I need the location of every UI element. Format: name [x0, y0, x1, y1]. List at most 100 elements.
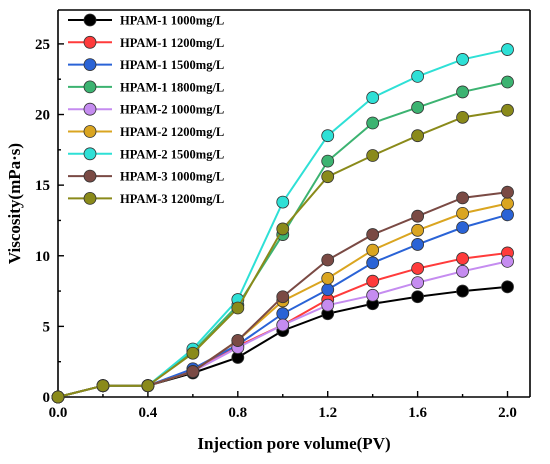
data-point: [321, 298, 335, 312]
legend-marker: [83, 80, 97, 94]
data-point: [366, 228, 380, 241]
data-point: [96, 379, 110, 393]
data-point: [321, 129, 335, 143]
data-point: [321, 283, 335, 297]
data-point: [456, 252, 469, 265]
data-point: [321, 253, 335, 267]
data-point: [501, 208, 514, 222]
data-point: [276, 318, 290, 332]
legend-marker: [83, 125, 97, 138]
series-4: [51, 255, 514, 404]
data-point: [501, 280, 514, 294]
legend-label: HPAM-2 1500mg/L: [120, 147, 224, 161]
y-tick-label: 10: [35, 249, 50, 265]
legend-item: HPAM-1 1000mg/L: [68, 14, 224, 28]
data-point: [501, 103, 514, 117]
data-point: [411, 238, 425, 251]
y-axis-title: Viscosity(mPa·s): [5, 143, 24, 264]
legend-marker: [83, 169, 97, 183]
legend-item: HPAM-2 1500mg/L: [68, 147, 224, 161]
legend-marker: [83, 35, 97, 49]
data-point: [366, 91, 380, 104]
data-point: [276, 307, 290, 321]
x-tick-label: 0.8: [228, 405, 247, 421]
x-tick-label: 1.6: [408, 405, 427, 421]
legend-item: HPAM-2 1200mg/L: [68, 125, 224, 139]
legend-item: HPAM-1 1500mg/L: [68, 58, 224, 72]
data-point: [366, 243, 380, 257]
data-point: [456, 221, 469, 234]
legend-item: HPAM-2 1000mg/L: [68, 103, 224, 117]
axes: 0.0 0.4 0.8 1.2 1.6 2.0 0 5 10 15 20 25: [35, 9, 531, 421]
series-7: [51, 185, 514, 404]
data-point: [411, 209, 425, 223]
data-point: [501, 43, 514, 56]
data-point: [276, 195, 290, 209]
data-point: [366, 149, 380, 162]
legend-item: HPAM-1 1800mg/L: [68, 80, 224, 94]
data-point: [276, 222, 290, 236]
y-tick-label: 20: [35, 108, 50, 124]
data-point: [411, 276, 425, 289]
data-point: [501, 255, 514, 268]
legend-label: HPAM-1 1800mg/L: [120, 80, 224, 94]
legend-item: HPAM-3 1000mg/L: [68, 170, 224, 184]
legend-label: HPAM-3 1000mg/L: [120, 170, 224, 184]
data-point: [501, 185, 514, 199]
series-8: [51, 103, 514, 404]
data-point: [411, 262, 425, 275]
x-axis-title: Injection pore volume(PV): [197, 434, 390, 453]
data-point: [411, 223, 425, 237]
data-point: [456, 206, 469, 220]
data-point: [456, 110, 469, 124]
data-point: [456, 85, 469, 99]
legend: HPAM-1 1000mg/L HPAM-1 1200mg/L HPAM-1 150…: [68, 14, 224, 206]
legend-marker: [83, 147, 97, 161]
x-tick-label: 0.4: [139, 405, 158, 421]
y-tick-label: 5: [43, 319, 51, 335]
legend-item: HPAM-1 1200mg/L: [68, 36, 224, 50]
data-point: [411, 290, 425, 304]
data-point: [456, 191, 469, 205]
series-layer: [51, 43, 514, 404]
data-point: [186, 365, 200, 378]
data-point: [366, 116, 380, 130]
x-tick-label: 2.0: [498, 405, 517, 421]
data-point: [321, 271, 335, 285]
y-tick-label: 0: [43, 390, 51, 406]
data-point: [186, 346, 200, 360]
legend-label: HPAM-2 1200mg/L: [120, 125, 224, 139]
data-point: [501, 75, 514, 89]
data-point: [366, 274, 380, 288]
data-point: [231, 334, 245, 347]
data-point: [321, 170, 335, 184]
data-point: [411, 69, 425, 83]
data-point: [231, 301, 245, 315]
legend-label: HPAM-1 1500mg/L: [120, 58, 224, 72]
legend-label: HPAM-1 1200mg/L: [120, 36, 224, 50]
legend-marker: [83, 102, 97, 116]
legend-marker: [83, 13, 97, 27]
data-point: [366, 256, 380, 270]
data-point: [321, 154, 335, 168]
legend-item: HPAM-3 1200mg/L: [68, 192, 224, 206]
data-point: [276, 290, 290, 304]
legend-marker: [83, 191, 97, 205]
x-tick-label: 1.2: [318, 405, 337, 421]
legend-label: HPAM-2 1000mg/L: [120, 103, 224, 117]
x-tick-label: 0.0: [49, 405, 68, 421]
y-tick-label: 25: [35, 37, 50, 53]
legend-label: HPAM-3 1200mg/L: [120, 192, 224, 206]
data-point: [456, 264, 469, 278]
y-tick-label: 15: [35, 178, 50, 194]
legend-marker: [83, 58, 97, 71]
data-point: [501, 197, 514, 210]
data-point: [411, 101, 425, 114]
data-point: [141, 379, 155, 393]
data-point: [456, 284, 469, 298]
data-point: [366, 288, 380, 302]
data-point: [51, 390, 65, 404]
data-point: [456, 53, 469, 66]
legend-label: HPAM-1 1000mg/L: [120, 14, 224, 28]
